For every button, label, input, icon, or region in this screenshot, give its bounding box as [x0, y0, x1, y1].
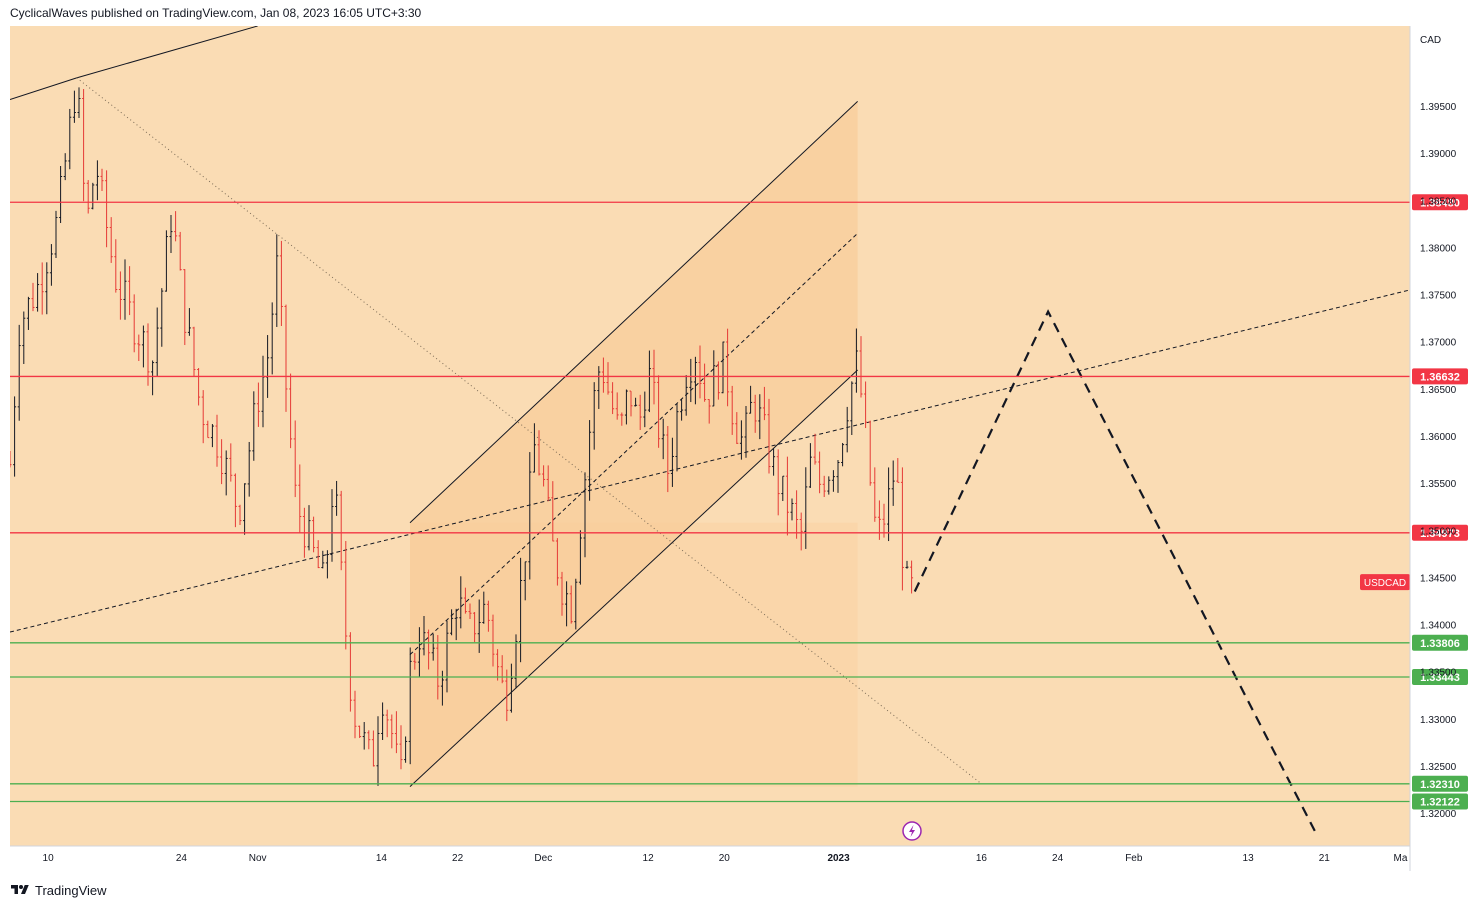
x-tick-label: Ma	[1394, 853, 1408, 864]
x-tick-label: Nov	[249, 853, 267, 864]
chart-frame[interactable]: 1.38480 1.36632 1.34973 1.33806 1.33443 1.323…	[10, 26, 1470, 871]
x-tick-label: Feb	[1125, 853, 1143, 864]
level-label-bg	[1412, 634, 1468, 651]
level-label-text: 1.33806	[1420, 638, 1460, 650]
x-tick-label: 24	[176, 853, 188, 864]
channel-lower-line[interactable]	[409, 369, 858, 787]
level-label-text: 1.38480	[1420, 197, 1460, 209]
y-tick-label: 1.37000	[1420, 338, 1457, 349]
x-tick-label: 13	[1243, 853, 1255, 864]
x-tick-label: 14	[376, 853, 388, 864]
level-price-label: 1.33443	[1412, 669, 1468, 686]
x-tick-label: 21	[1319, 853, 1331, 864]
symbol-badge[interactable]	[1360, 574, 1410, 591]
y-tick-label: 1.32500	[1420, 762, 1457, 773]
x-tick-label: 16	[976, 853, 988, 864]
y-tick-label: 1.35500	[1420, 479, 1457, 490]
level-price-label: 1.32310	[1412, 775, 1468, 792]
level-price-label: 1.33806	[1412, 634, 1468, 651]
lightning-event-icon[interactable]	[902, 821, 922, 841]
symbol-badge-text: USDCAD	[1364, 578, 1406, 589]
price-axis[interactable]	[1410, 26, 1470, 871]
channel-mid-line[interactable]	[409, 232, 858, 656]
x-tick-label: 10	[43, 853, 55, 864]
tradingview-logo-icon	[11, 885, 29, 894]
level-label-text: 1.34973	[1420, 528, 1460, 540]
level-price-label: 1.36632	[1412, 368, 1468, 385]
currency-label: CAD	[1420, 35, 1441, 46]
y-tick-label: 1.34000	[1420, 621, 1457, 632]
long-dashed-trendline[interactable]	[10, 289, 1411, 633]
level-label-bg	[1412, 524, 1468, 541]
y-tick-label: 1.33500	[1420, 668, 1457, 679]
level-label-text: 1.33443	[1420, 672, 1460, 684]
level-price-label: 1.32122	[1412, 793, 1468, 810]
footer-brand: TradingView	[35, 882, 107, 898]
x-tick-label: Dec	[534, 853, 552, 864]
level-label-bg	[1412, 194, 1468, 211]
publish-info: CyclicalWaves published on TradingView.c…	[10, 6, 422, 20]
y-tick-label: 1.39500	[1420, 102, 1457, 113]
x-tick-label: 24	[1052, 853, 1064, 864]
x-tick-label: 20	[719, 853, 731, 864]
y-tick-label: 1.39000	[1420, 149, 1457, 160]
level-label-text: 1.32122	[1420, 797, 1460, 809]
level-label-text: 1.32310	[1420, 779, 1460, 791]
y-tick-label: 1.36500	[1420, 385, 1457, 396]
y-tick-label: 1.33000	[1420, 715, 1457, 726]
x-tick-label: 2023	[827, 853, 850, 864]
y-tick-label: 1.37500	[1420, 291, 1457, 302]
lightning-bolt	[909, 825, 915, 837]
level-price-label: 1.38480	[1412, 194, 1468, 211]
y-tick-label: 1.38000	[1420, 243, 1457, 254]
y-tick-label: 1.35000	[1420, 526, 1457, 537]
level-label-text: 1.36632	[1420, 371, 1460, 383]
x-tick-label: 12	[643, 853, 655, 864]
level-price-label: 1.34973	[1412, 524, 1468, 541]
channel-fill	[410, 101, 858, 787]
usdcad-chart[interactable]: 1.38480 1.36632 1.34973 1.33806 1.33443 1.323…	[10, 26, 1470, 871]
projection-path[interactable]	[913, 309, 1316, 832]
x-tick-label: 22	[452, 853, 464, 864]
level-label-bg	[1412, 669, 1468, 686]
y-tick-label: 1.38500	[1420, 196, 1457, 207]
level-label-bg	[1412, 368, 1468, 385]
y-tick-label: 1.36000	[1420, 432, 1457, 443]
dotted-diagonal-line[interactable]	[76, 77, 982, 785]
y-tick-label: 1.32000	[1420, 809, 1457, 820]
y-tick-label: 1.34500	[1420, 573, 1457, 584]
level-label-bg	[1412, 775, 1468, 792]
level-label-bg	[1412, 793, 1468, 810]
footer: TradingView	[10, 880, 107, 900]
time-axis[interactable]	[10, 846, 1410, 871]
channel-upper-line[interactable]	[409, 101, 858, 524]
channel-box-fill	[410, 522, 858, 787]
